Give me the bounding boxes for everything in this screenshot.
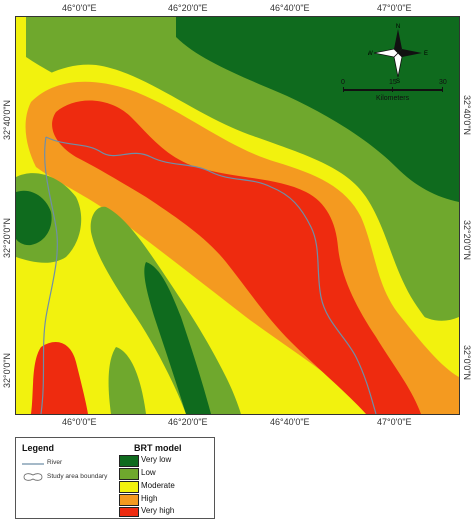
legend-title: Legend [22,443,55,453]
very-low-zone-ne [176,17,459,202]
very-low-zone-diagonal [144,262,211,414]
brt-title: BRT model [134,443,182,453]
scale-tick-0: 0 [341,79,345,86]
scale-tick-15: 15 [389,79,397,86]
left-tick-1: 32°40'0"N [2,99,12,140]
left-tick-3: 32°0'0"N [2,352,12,388]
river-legend-label: River [47,459,63,466]
very-high-label: Very high [141,506,175,515]
boundary-legend-label: Study area boundary [47,473,108,480]
scale-line [343,89,443,91]
high-label: High [141,494,158,503]
moderate-swatch [119,481,139,493]
bottom-tick-1: 46°0'0"E [62,417,97,427]
right-tick-1: 32°40'0"N [462,95,472,136]
river-line [45,136,377,414]
top-tick-1: 46°0'0"E [62,3,97,13]
top-tick-2: 46°20'0"E [168,3,208,13]
scale-tick-30: 30 [439,79,447,86]
bottom-tick-2: 46°20'0"E [168,417,208,427]
bottom-tick-3: 46°40'0"E [270,417,310,427]
legend-panel: Legend River Study area boundary BRT mod… [15,437,215,519]
north-label: N [396,24,400,30]
very-low-zone-west [16,190,52,246]
map-raster [16,17,459,414]
north-arrow-icon: N S W E [368,24,428,83]
low-label: Low [141,468,156,477]
boundary-legend-icon [23,473,43,481]
very-high-zone-sw [31,342,88,414]
very-high-swatch [119,507,139,517]
high-swatch [119,494,139,506]
low-zone-south [108,347,146,414]
left-tick-2: 32°20'0"N [2,217,12,258]
river-legend-icon [22,463,44,465]
west-label: W [368,51,373,57]
right-tick-3: 32°0'0"N [462,345,472,381]
top-tick-4: 47°0'0"E [377,3,412,13]
moderate-label: Moderate [141,481,175,490]
top-tick-3: 46°40'0"E [270,3,310,13]
scale-bar: 0 15 30 Kilometers [341,79,451,109]
east-label: E [424,51,428,57]
bottom-tick-4: 47°0'0"E [377,417,412,427]
river-branch-west [40,136,58,414]
scale-unit: Kilometers [376,95,410,102]
south-label: S [396,79,400,83]
very-high-zone-main [52,100,421,414]
right-tick-2: 32°20'0"N [462,220,472,261]
susceptibility-map: N S W E 0 15 30 Kilometers [15,16,460,415]
very-low-label: Very low [141,455,172,464]
very-low-swatch [119,455,139,467]
low-swatch [119,468,139,480]
